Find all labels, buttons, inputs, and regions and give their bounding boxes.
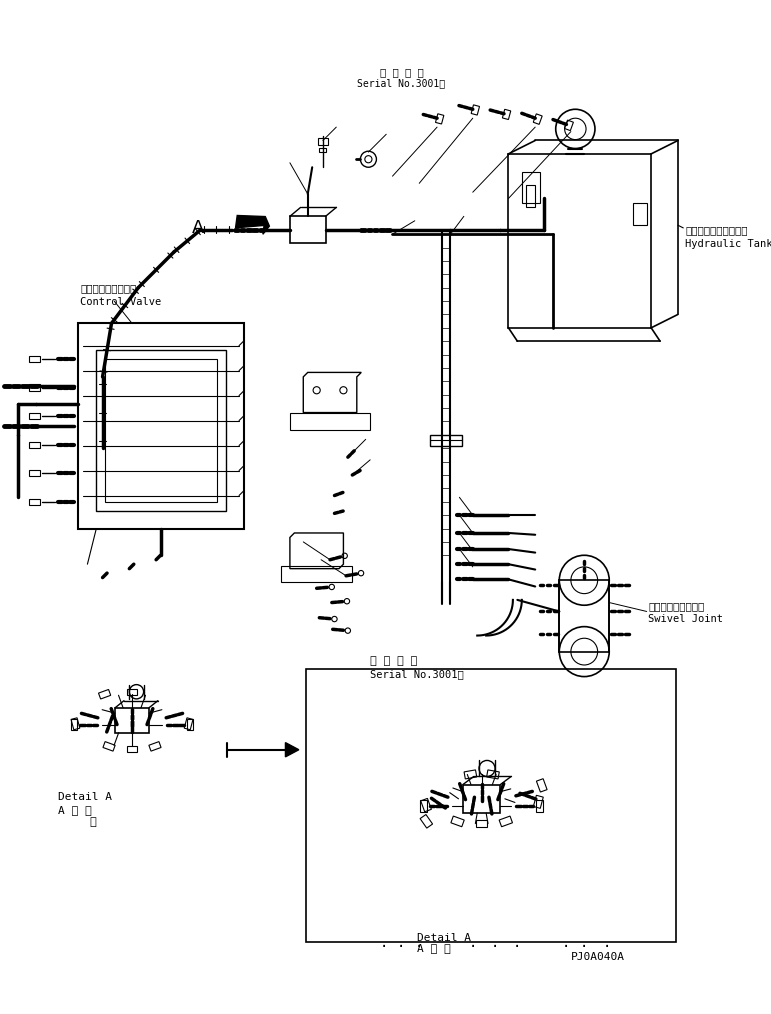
Text: コントロールバルブ: コントロールバルブ — [80, 283, 136, 293]
Text: A 詳 細: A 詳 細 — [416, 943, 450, 953]
Bar — [79, 323, 244, 528]
Bar — [559, 580, 609, 652]
Bar — [319, 148, 326, 152]
Polygon shape — [285, 742, 299, 756]
Text: ·: · — [491, 940, 500, 954]
Text: Serial No.3001～: Serial No.3001～ — [370, 669, 464, 679]
Text: Hydraulic Tank: Hydraulic Tank — [685, 238, 771, 248]
Text: ·: · — [562, 940, 571, 954]
Text: ·: · — [602, 940, 611, 954]
Text: Detail A: Detail A — [58, 792, 112, 802]
Text: スイベルジョイント: スイベルジョイント — [648, 600, 705, 610]
Text: ·: · — [580, 940, 588, 954]
Bar — [96, 350, 226, 511]
Bar — [306, 669, 676, 942]
Bar — [430, 435, 462, 445]
Bar — [281, 566, 352, 582]
Text: 適 用 号 機: 適 用 号 機 — [370, 656, 417, 666]
Bar — [106, 359, 217, 502]
Bar — [463, 785, 500, 813]
Bar — [290, 413, 370, 430]
Text: Serial No.3001～: Serial No.3001～ — [357, 78, 446, 88]
Text: Swivel Joint: Swivel Joint — [648, 614, 723, 625]
Text: ·: · — [469, 940, 477, 954]
Text: ·: · — [379, 940, 388, 954]
Text: A: A — [192, 219, 204, 237]
Text: A 詳 細: A 詳 細 — [58, 805, 92, 815]
Text: Control Valve: Control Valve — [80, 296, 162, 306]
Text: ハイドロリックタンク: ハイドロリックタンク — [685, 225, 748, 235]
Text: Detail A: Detail A — [416, 933, 470, 943]
Text: PJ0A040A: PJ0A040A — [571, 952, 625, 962]
Bar — [290, 216, 325, 243]
Polygon shape — [236, 216, 269, 234]
Text: ·: · — [415, 940, 423, 954]
Text: 適 用 号 機: 適 用 号 機 — [379, 67, 423, 77]
Bar — [633, 203, 647, 225]
Bar — [115, 708, 149, 733]
Text: ·: · — [513, 940, 521, 954]
Bar — [522, 171, 540, 203]
Text: ·: · — [397, 940, 406, 954]
Bar — [318, 138, 328, 145]
Bar — [527, 186, 535, 208]
Text: －: － — [89, 816, 96, 826]
